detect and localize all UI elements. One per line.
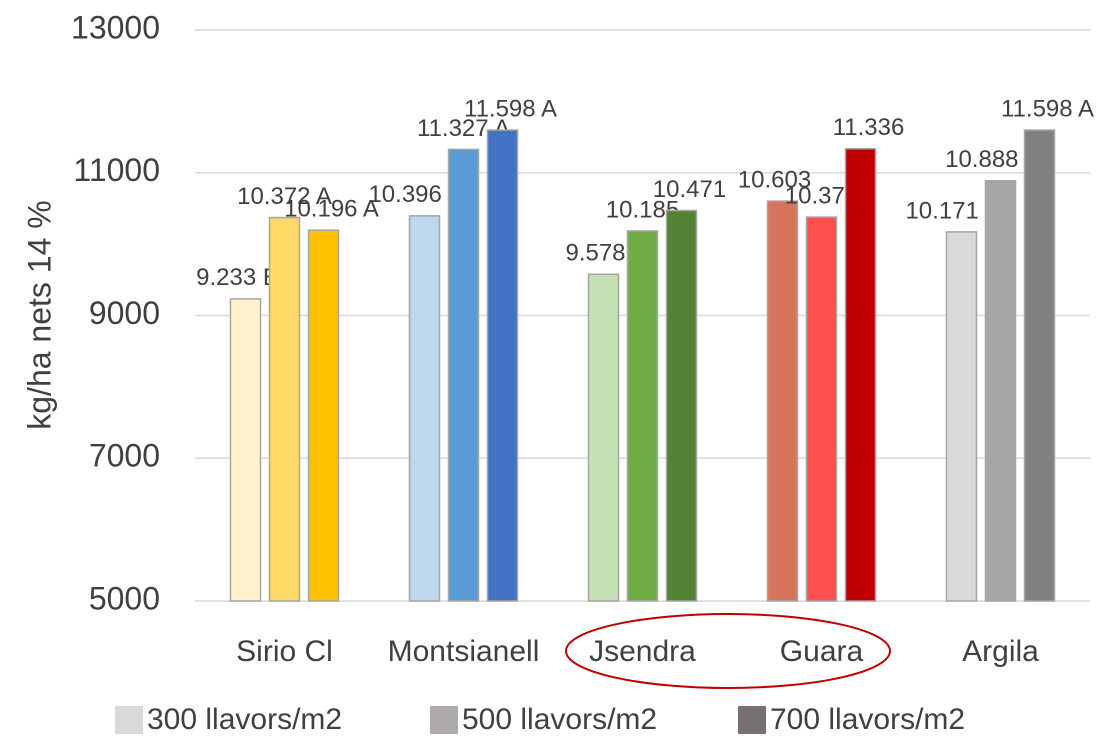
bar [665, 209, 698, 602]
bar [408, 215, 441, 602]
value-label: 11.598 A [464, 95, 557, 122]
value-label: 11.598 A [1001, 95, 1094, 122]
legend-swatch [430, 706, 458, 734]
bar [945, 231, 978, 602]
legend-label: 300 llavors/m2 [147, 703, 342, 736]
bar [805, 216, 838, 602]
legend-swatch [738, 706, 766, 734]
bar [486, 129, 519, 602]
bar [307, 229, 340, 602]
x-tick-label: Montsianell [388, 635, 540, 668]
value-label: 9.233 B [196, 264, 279, 291]
bar [268, 216, 301, 602]
value-label: 9.578 [565, 240, 625, 267]
bar [587, 273, 620, 602]
x-tick-label: Sirio Cl [236, 635, 333, 668]
x-tick-label: Guara [780, 635, 864, 668]
y-tick-label: 13000 [71, 9, 160, 45]
bar [1023, 129, 1056, 602]
legend-label: 700 llavors/m2 [770, 703, 965, 736]
y-tick-label: 5000 [89, 580, 160, 616]
y-tick-label: 7000 [89, 438, 160, 474]
value-label: 10.196 A [284, 195, 379, 222]
y-tick-label: 9000 [89, 295, 160, 331]
bar [229, 298, 262, 602]
bar [844, 148, 877, 602]
bar [626, 230, 659, 602]
x-tick-label: Argila [962, 635, 1039, 668]
bar [984, 179, 1017, 602]
legend-label: 500 llavors/m2 [462, 703, 657, 736]
y-axis-label: kg/ha nets 14 % [21, 200, 57, 429]
bar [766, 200, 799, 602]
bar [447, 148, 480, 602]
value-label: 10.372 A [237, 183, 332, 210]
value-label: 10.603 [738, 166, 811, 193]
highlight-ellipse [565, 613, 891, 689]
value-label: 11.336 [833, 114, 905, 141]
x-tick-label: Jsendra [589, 635, 696, 668]
legend-swatch [115, 706, 143, 734]
value-label: 10.471 [653, 176, 726, 203]
y-tick-label: 11000 [73, 152, 160, 188]
